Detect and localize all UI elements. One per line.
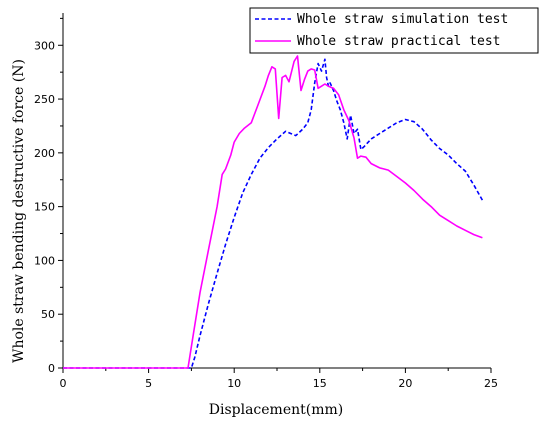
plot-frame (62, 13, 491, 369)
x-tick-label: 0 (60, 377, 67, 390)
x-axis-ticks: 0 5 10 15 20 25 (60, 368, 498, 390)
x-tick-label: 20 (398, 377, 412, 390)
x-tick-label: 10 (227, 377, 241, 390)
x-tick-label: 5 (145, 377, 152, 390)
legend-label-simulation: Whole straw simulation test (297, 12, 508, 27)
series-layer (63, 55, 484, 369)
y-tick-label: 250 (34, 93, 55, 106)
series-line-simulation (63, 58, 484, 369)
y-axis-label: Whole straw bending destructive force (N… (11, 59, 27, 363)
x-axis-label: Displacement(mm) (209, 402, 343, 418)
series-line-practical (63, 55, 483, 369)
y-axis-ticks: 0 50 100 150 200 250 300 (34, 17, 63, 375)
y-tick-label: 150 (34, 201, 55, 214)
x-tick-label: 25 (484, 377, 498, 390)
legend-label-practical: Whole straw practical test (297, 34, 501, 49)
legend: Whole straw simulation test Whole straw … (249, 7, 539, 54)
y-tick-label: 200 (34, 147, 55, 160)
x-tick-label: 15 (313, 377, 327, 390)
legend-box (249, 7, 539, 54)
y-tick-label: 50 (41, 308, 55, 321)
y-tick-label: 100 (34, 254, 55, 267)
y-tick-label: 0 (48, 362, 55, 375)
y-tick-label: 300 (34, 39, 55, 52)
